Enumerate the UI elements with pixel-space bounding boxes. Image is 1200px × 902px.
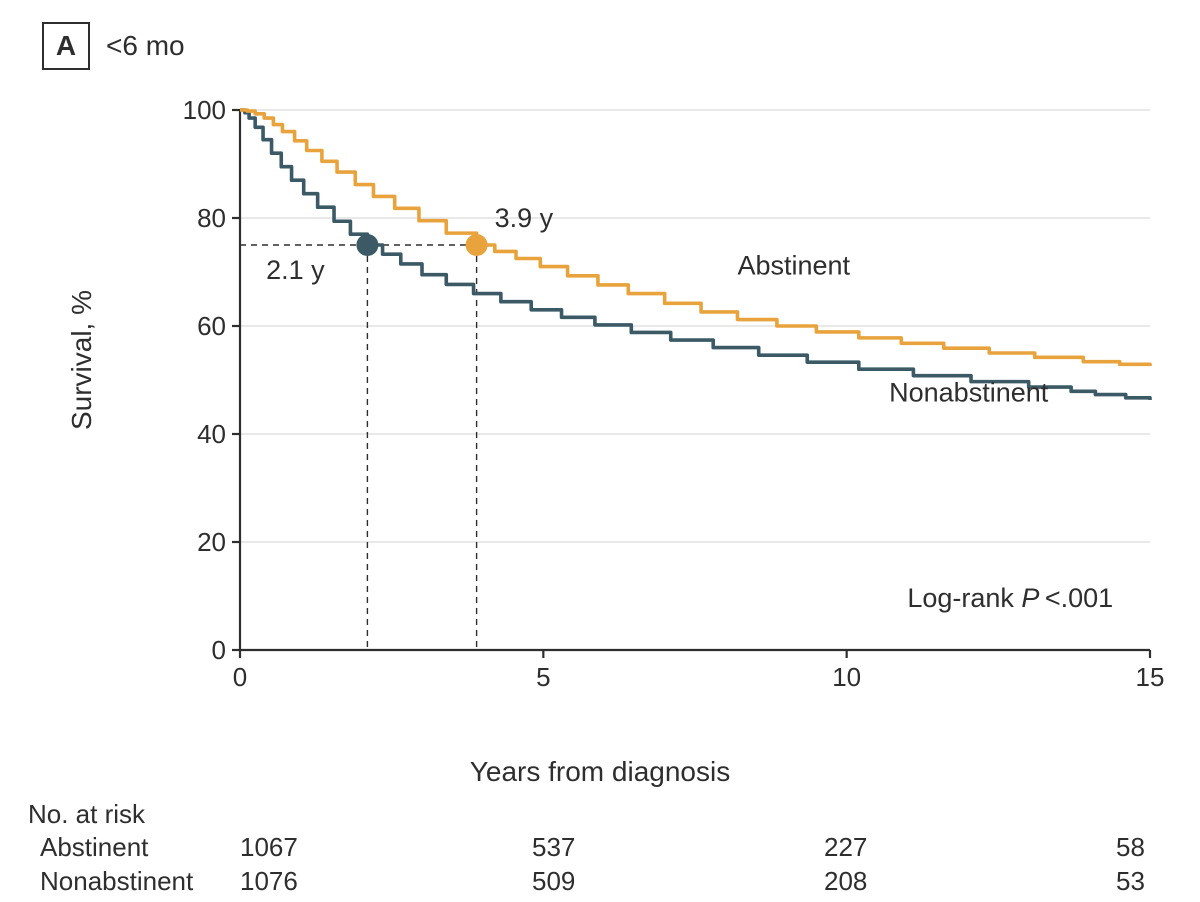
survival-chart-svg: 0 20 40 60 80 100 0 5 10 15 2.1 y 3.9 y Abstinent Non… [130, 90, 1170, 730]
panel-label: A <6 mo [42, 22, 185, 70]
risk-value: 509 [532, 865, 824, 898]
risk-value: 1076 [240, 865, 532, 898]
svg-text:Log-rank P <.001: Log-rank P <.001 [907, 583, 1113, 613]
svg-text:40: 40 [197, 419, 226, 449]
risk-value: 537 [532, 831, 824, 864]
x-axis-label: Years from diagnosis [0, 756, 1200, 788]
risk-value: 227 [824, 831, 1116, 864]
svg-text:Abstinent: Abstinent [737, 251, 850, 281]
svg-text:20: 20 [197, 527, 226, 557]
risk-value: 53 [1116, 865, 1200, 898]
risk-table: No. at risk Abstinent 1067 537 227 58 No… [28, 798, 1200, 898]
risk-value: 58 [1116, 831, 1200, 864]
svg-text:2.1 y: 2.1 y [266, 255, 325, 285]
plot-area: 0 20 40 60 80 100 0 5 10 15 2.1 y 3.9 y Abstinent Non… [130, 90, 1170, 730]
risk-row-label: Abstinent [28, 831, 240, 864]
risk-row-label: Nonabstinent [28, 865, 240, 898]
risk-value: 208 [824, 865, 1116, 898]
svg-text:5: 5 [536, 662, 550, 692]
svg-text:3.9 y: 3.9 y [495, 203, 554, 233]
figure-container: A <6 mo Survival, % 0 20 40 60 80 100 0 5 10 15 2.… [0, 0, 1200, 902]
risk-value: 1067 [240, 831, 532, 864]
panel-letter-box: A [42, 22, 90, 70]
svg-text:100: 100 [183, 95, 226, 125]
svg-text:Nonabstinent: Nonabstinent [889, 378, 1049, 408]
risk-table-header: No. at risk [28, 798, 1200, 831]
svg-text:0: 0 [212, 635, 226, 665]
svg-text:15: 15 [1136, 662, 1165, 692]
panel-letter: A [56, 30, 76, 62]
y-axis-label: Survival, % [66, 290, 98, 430]
table-row: Abstinent 1067 537 227 58 [28, 831, 1200, 864]
svg-text:10: 10 [832, 662, 861, 692]
table-row: Nonabstinent 1076 509 208 53 [28, 865, 1200, 898]
svg-text:80: 80 [197, 203, 226, 233]
panel-title: <6 mo [106, 30, 185, 62]
svg-text:60: 60 [197, 311, 226, 341]
svg-text:0: 0 [233, 662, 247, 692]
